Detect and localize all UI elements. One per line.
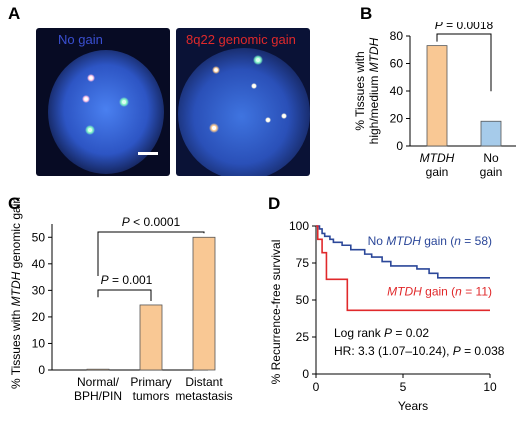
y-tick-label: 0 [38, 363, 45, 377]
y-tick-label: 30 [32, 283, 46, 297]
y-tick-label: 100 [289, 219, 309, 233]
y-tick-label: 75 [296, 256, 310, 270]
x-tick-label: No [483, 151, 499, 165]
y-axis-label: % Recurrence-free survival [269, 240, 283, 385]
p-value-annotation: P = 0.001 [101, 273, 153, 287]
micrograph-no-gain: No gain [36, 28, 170, 176]
y-tick-label: 20 [32, 310, 46, 324]
series-label: No MTDH gain (n = 58) [368, 234, 492, 248]
bar [139, 304, 163, 371]
panel-c-letter: C [8, 194, 21, 213]
y-tick-label: 0 [302, 367, 309, 381]
no-gain-label: No gain [58, 32, 103, 47]
micrograph-genomic-gain: 8q22 genomic gain [176, 28, 310, 176]
micrograph-genomic-gain-image [176, 28, 310, 176]
x-tick-label: Normal/ [77, 375, 120, 389]
x-tick-label: BPH/PIN [74, 389, 122, 403]
y-tick-label: 80 [390, 29, 404, 43]
series-label: MTDH gain (n = 11) [387, 285, 492, 299]
y-tick-label: 40 [32, 257, 46, 271]
y-axis-label: % Tissues with MTDH genomic gain [9, 197, 23, 389]
x-tick-label: gain [480, 165, 503, 179]
panel-b-letter: B [360, 4, 373, 23]
bar [426, 45, 448, 147]
y-axis-label-group: % Tissues with MTDH genomic gain [9, 197, 23, 389]
y-tick-label: 50 [32, 230, 46, 244]
chart-d-survival: 0 25 50 75 100 0 5 10 Years % Recurrence-free sur… [269, 219, 505, 413]
bar [192, 236, 216, 371]
x-tick-label: 0 [313, 380, 320, 394]
bar [86, 368, 110, 371]
x-tick-label: metastasis [175, 389, 232, 403]
statistics-annotation: Log rank P = 0.02 [334, 326, 429, 340]
y-axis-label: high/medium MTDH [367, 37, 381, 144]
p-value-annotation: P = 0.0018 [435, 22, 494, 32]
x-tick-label: 5 [400, 380, 407, 394]
y-tick-label: 50 [296, 293, 310, 307]
p-value-annotation: P < 0.0001 [122, 215, 181, 229]
y-axis-label-group: % Recurrence-free survival [269, 240, 283, 385]
panel-d-letter: D [268, 194, 281, 213]
y-tick-label: 10 [32, 336, 46, 350]
significance-bracket [97, 289, 152, 301]
x-tick-label: tumors [133, 389, 170, 403]
genomic-gain-label: 8q22 genomic gain [186, 32, 296, 47]
x-tick-label: gain [426, 165, 449, 179]
series-line [316, 225, 490, 312]
micrograph-no-gain-image [36, 28, 170, 176]
x-axis-label: Years [398, 399, 428, 413]
bar [480, 120, 502, 147]
y-tick-label: 40 [390, 84, 404, 98]
y-tick-label: 0 [396, 139, 403, 153]
x-tick-label: Primary [130, 375, 171, 389]
y-tick-label: 60 [390, 57, 404, 71]
panel-a-letter: A [8, 4, 21, 23]
significance-bracket [436, 33, 492, 92]
x-tick-label: 10 [483, 380, 497, 394]
y-tick-label: 25 [296, 330, 310, 344]
y-tick-label: 20 [390, 112, 404, 126]
statistics-annotation: HR: 3.3 (1.07–10.24), P = 0.038 [334, 344, 505, 358]
y-axis-label: % Tissues with [353, 51, 367, 130]
series-line [316, 225, 490, 279]
x-tick-label: MTDH [420, 151, 455, 165]
y-axis-label-group: % Tissues with high/medium MTDH [353, 37, 381, 144]
significance-bracket [97, 231, 205, 276]
scale-bar [138, 152, 158, 155]
x-tick-label: Distant [185, 375, 223, 389]
